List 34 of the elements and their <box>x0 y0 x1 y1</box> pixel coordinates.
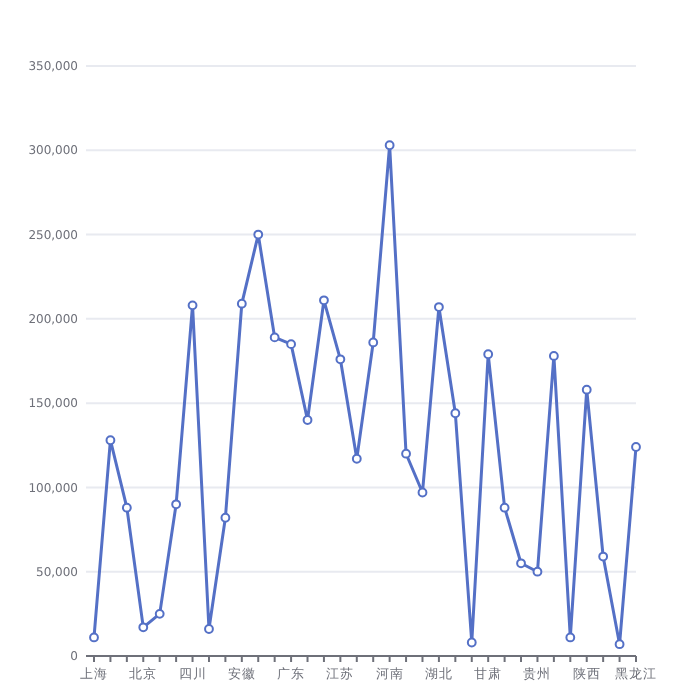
point <box>401 448 411 459</box>
point <box>499 502 510 513</box>
point <box>105 435 116 446</box>
point <box>581 384 592 395</box>
point <box>483 349 494 360</box>
point <box>565 632 576 643</box>
point <box>138 622 149 633</box>
point <box>548 351 559 361</box>
point <box>319 295 329 306</box>
point <box>417 487 428 498</box>
point <box>631 442 641 452</box>
point <box>384 140 395 151</box>
point <box>434 302 444 312</box>
point <box>302 415 313 425</box>
point <box>516 558 526 569</box>
point <box>368 337 379 348</box>
point <box>220 512 231 523</box>
point <box>466 637 477 648</box>
point <box>171 499 182 510</box>
point <box>335 354 346 365</box>
point <box>532 566 543 577</box>
point <box>286 339 296 350</box>
point <box>598 551 609 562</box>
point <box>253 229 264 240</box>
point <box>89 632 99 643</box>
point <box>614 639 625 650</box>
point <box>121 502 132 513</box>
point <box>236 298 247 309</box>
point <box>351 453 362 464</box>
point <box>269 332 280 343</box>
point <box>154 608 165 619</box>
point <box>204 624 214 634</box>
point <box>187 300 198 311</box>
point <box>450 408 461 419</box>
